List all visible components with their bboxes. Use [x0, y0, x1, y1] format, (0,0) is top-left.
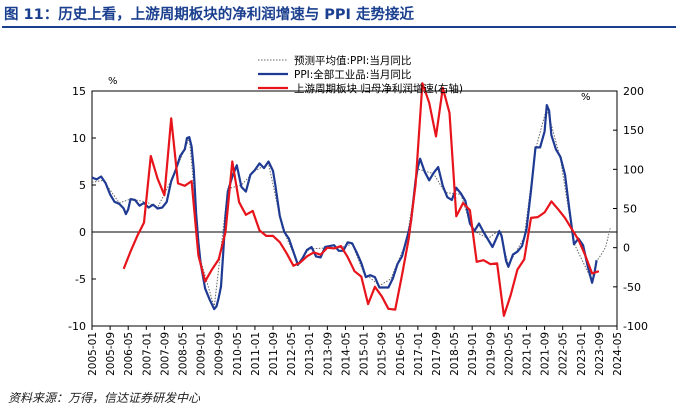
right-tick-label: 150 — [623, 124, 644, 137]
x-axis: 2005-01 2005-09 2006-05 2007-01 2007-09 2008-… — [87, 326, 624, 376]
x-tick-label: 2009-01 — [196, 332, 208, 376]
ppi-line — [91, 103, 598, 311]
right-tick-label: 0 — [623, 242, 630, 255]
left-tick-label: -5 — [75, 273, 86, 286]
x-tick-label: 2008-05 — [178, 332, 190, 376]
x-tick-label: 2009-09 — [214, 332, 226, 376]
figure-title: 图 11：历史上看，上游周期板块的净利润增速与 PPI 走势接近 — [4, 7, 414, 23]
x-tick-label: 2013-09 — [322, 332, 334, 376]
x-tick-label: 2011-09 — [268, 332, 280, 376]
x-tick-label: 2022-05 — [558, 332, 570, 376]
left-tick-label: 10 — [72, 132, 86, 145]
x-tick-label: 2018-05 — [449, 332, 461, 376]
legend-label-forecast: 预测平均值:PPI:当月同比 — [294, 54, 411, 67]
x-tick-label: 2014-05 — [340, 332, 352, 376]
x-tick-label: 2019-09 — [485, 332, 497, 376]
legend-label-ppi: PPI:全部工业品:当月同比 — [294, 68, 411, 81]
x-tick-label: 2015-09 — [377, 332, 389, 376]
right-tick-label: -100 — [623, 320, 648, 333]
x-tick-label: 2012-05 — [286, 332, 298, 376]
source-note: 资料来源：万得，信达证券研发中心 — [8, 391, 201, 405]
x-tick-label: 2017-01 — [413, 332, 425, 376]
x-tick-label: 2007-09 — [159, 332, 171, 376]
x-tick-label: 2024-05 — [612, 332, 624, 376]
left-tick-label: 0 — [79, 226, 86, 239]
x-tick-label: 2006-05 — [123, 332, 135, 376]
x-tick-label: 2023-09 — [594, 332, 606, 376]
x-tick-label: 2016-05 — [395, 332, 407, 376]
left-tick-label: 5 — [79, 179, 86, 192]
x-tick-label: 2021-09 — [540, 332, 552, 376]
x-tick-label: 2011-01 — [250, 332, 262, 376]
right-tick-label: 100 — [623, 163, 644, 176]
left-axis-unit: % — [108, 76, 118, 87]
x-tick-label: 2005-09 — [105, 332, 117, 376]
right-axis-unit: % — [581, 92, 591, 103]
series-layer — [91, 82, 611, 317]
left-tick-label: -10 — [68, 320, 86, 333]
right-tick-label: 200 — [623, 85, 644, 98]
x-tick-label: 2010-05 — [232, 332, 244, 376]
left-tick-label: 15 — [72, 85, 86, 98]
title-rule — [2, 26, 676, 28]
x-tick-label: 2007-01 — [141, 332, 153, 376]
x-tick-label: 2023-01 — [576, 332, 588, 376]
profit-growth-line — [122, 82, 600, 317]
x-tick-label: 2021-01 — [521, 332, 533, 376]
x-tick-label: 2017-09 — [431, 332, 443, 376]
left-axis: 15 10 5 0 -5 -10 — [68, 85, 96, 333]
x-tick-label: 2019-01 — [467, 332, 479, 376]
right-tick-label: -50 — [623, 281, 641, 294]
right-tick-label: 50 — [623, 203, 637, 216]
legend: 预测平均值:PPI:当月同比 PPI:全部工业品:当月同比 上游周期板块 归母净… — [258, 54, 463, 95]
x-tick-label: 2020-05 — [503, 332, 515, 376]
x-tick-label: 2013-01 — [304, 332, 316, 376]
legend-label-profit: 上游周期板块 归母净利润增速(右轴) — [294, 82, 463, 95]
x-tick-label: 2015-01 — [359, 332, 371, 376]
x-tick-label: 2005-01 — [87, 332, 99, 376]
right-axis: 200 150 100 50 0 -50 -100 — [613, 85, 648, 333]
